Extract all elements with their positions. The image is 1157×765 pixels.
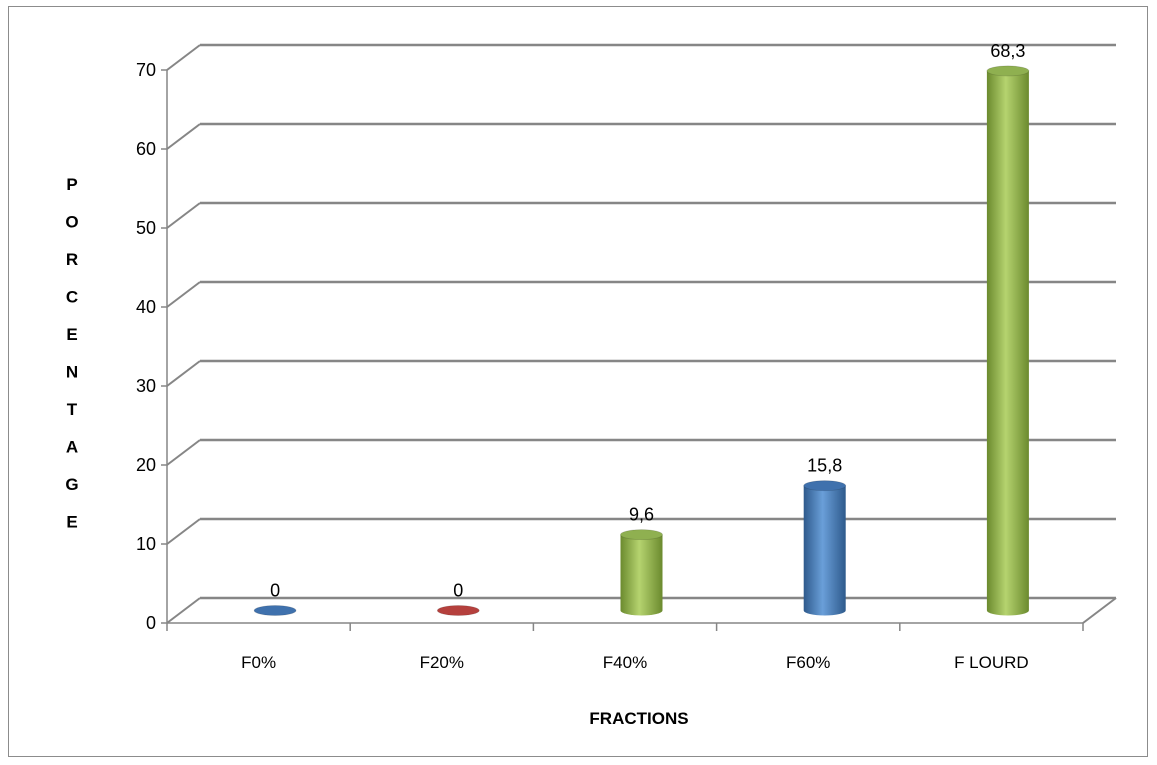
gridline-side — [166, 597, 201, 624]
bar-top — [253, 605, 297, 616]
x-tick-label: F LOURD — [954, 653, 1029, 672]
y-tick-label: 10 — [136, 534, 156, 554]
gridline-side — [166, 44, 201, 71]
bar-top — [436, 605, 480, 616]
data-label: 0 — [453, 581, 463, 601]
data-label: 9,6 — [629, 505, 654, 525]
y-axis-title-letter: A — [66, 438, 78, 457]
data-label: 15,8 — [807, 456, 842, 476]
y-axis-title-letter: E — [66, 513, 77, 532]
bar-body — [986, 70, 1029, 616]
y-axis-title-letter: O — [65, 213, 78, 232]
bar — [253, 605, 297, 616]
bar-top — [620, 529, 663, 541]
y-tick-label: 40 — [136, 297, 156, 317]
y-tick-label: 0 — [146, 613, 156, 633]
x-tick-label: F0% — [241, 653, 276, 672]
bar-top — [803, 480, 847, 492]
y-axis-title-letter: N — [66, 363, 78, 382]
y-axis-title-letter: C — [66, 288, 78, 307]
x-tick-label: F20% — [420, 653, 464, 672]
bar-top — [986, 65, 1030, 77]
gridline-side — [166, 202, 201, 229]
gridline-side — [166, 518, 201, 545]
data-label: 0 — [270, 581, 280, 601]
y-tick-label: 60 — [136, 139, 156, 159]
y-axis-title-letter: T — [67, 400, 78, 419]
label-layer: 0 0 9,6 15,8 68,3 — [270, 41, 1025, 601]
gridline-side — [166, 123, 201, 150]
y-axis-title-letter: R — [66, 250, 78, 269]
bar-layer — [253, 65, 1030, 616]
gridline-side — [166, 281, 201, 308]
gridline-side — [166, 439, 201, 466]
data-label: 68,3 — [990, 41, 1025, 61]
bar-body — [803, 485, 846, 616]
axis-layer: 0 10 20 30 40 50 60 70 F0% F20% F40% F60% F LOURD FRA… — [65, 60, 1084, 728]
bar — [620, 529, 663, 616]
y-tick-label: 50 — [136, 218, 156, 238]
x-axis-title: FRACTIONS — [589, 709, 688, 728]
gridline-side — [166, 360, 201, 387]
bar — [803, 480, 847, 616]
y-axis-title-letter: E — [66, 325, 77, 344]
floor-right-edge — [1082, 597, 1117, 624]
y-tick-label: 70 — [136, 60, 156, 80]
bar — [986, 65, 1030, 616]
x-tick-label: F60% — [786, 653, 830, 672]
y-tick-label: 30 — [136, 376, 156, 396]
bar — [436, 605, 480, 616]
grid-layer — [166, 43, 1117, 624]
y-axis-title-letter: G — [65, 475, 78, 494]
y-tick-label: 20 — [136, 455, 156, 475]
chart-frame — [8, 6, 1148, 757]
x-tick-label: F40% — [603, 653, 647, 672]
bar-body — [620, 534, 663, 616]
y-axis-title-letter: P — [66, 175, 77, 194]
